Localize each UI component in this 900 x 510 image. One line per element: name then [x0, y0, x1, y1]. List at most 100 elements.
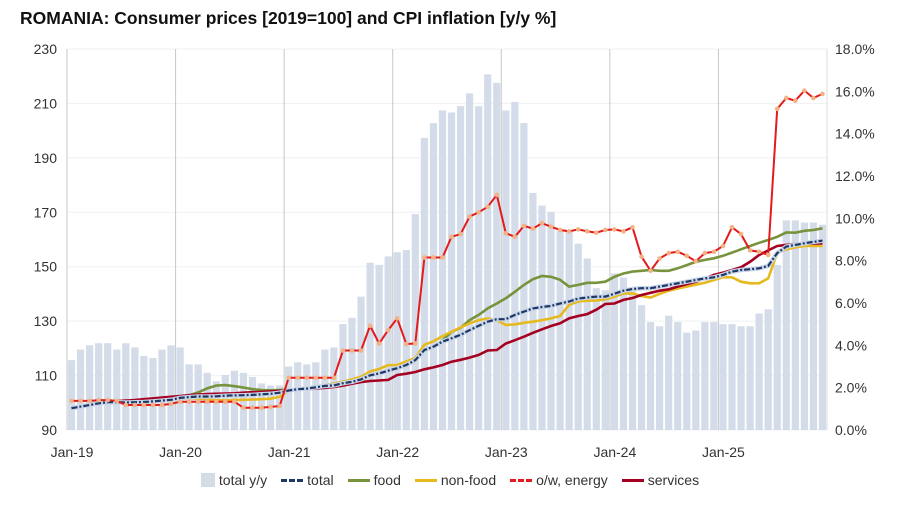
y-right-tick-label: 10.0%	[835, 210, 875, 226]
y-right-tick-label: 0.0%	[835, 422, 867, 438]
bar-total-yy	[475, 106, 483, 431]
bar-total-yy	[637, 305, 646, 430]
y-left-tick-label: 130	[34, 313, 58, 329]
bar-total-yy	[330, 347, 338, 430]
x-tick-label: Jan-19	[51, 444, 94, 460]
y-left-tick-label: 190	[34, 150, 58, 166]
legend-item-services: services	[621, 472, 699, 488]
legend: total y/y total food non-food o/w, energ…	[0, 472, 900, 488]
bar-total-yy	[728, 324, 736, 430]
legend-label: food	[373, 472, 401, 488]
marker-energy	[449, 234, 454, 240]
legend-item-total-yy: total y/y	[200, 472, 268, 488]
bar-total-yy	[411, 214, 419, 430]
bar-total-yy	[366, 262, 374, 430]
bar-total-yy	[348, 317, 356, 430]
marker-energy	[630, 224, 635, 230]
bar-total-yy	[158, 349, 166, 430]
marker-energy	[340, 348, 346, 353]
y-right-tick-label: 18.0%	[835, 41, 875, 57]
bar-total-yy	[773, 264, 781, 430]
x-tick-label: Jan-20	[159, 444, 202, 460]
marker-energy	[693, 258, 699, 264]
bar-total-yy	[601, 290, 609, 430]
bar-total-yy	[285, 366, 293, 430]
marker-energy	[177, 399, 183, 404]
marker-energy	[349, 348, 355, 353]
marker-energy	[684, 253, 690, 259]
legend-label: o/w, energy	[536, 472, 608, 488]
marker-energy	[440, 255, 445, 260]
marker-energy	[250, 405, 255, 410]
bar-total-yy	[520, 123, 528, 430]
marker-energy	[123, 402, 129, 408]
marker-energy	[141, 402, 147, 408]
legend-label: total y/y	[218, 472, 268, 488]
bar-total-yy	[619, 277, 628, 430]
marker-energy	[512, 234, 518, 240]
bar-total-yy	[122, 343, 130, 430]
marker-energy	[621, 229, 626, 234]
marker-energy	[87, 398, 92, 404]
marker-energy	[150, 402, 156, 408]
bar-total-yy	[447, 112, 456, 430]
chart-title: ROMANIA: Consumer prices [2019=100] and …	[20, 8, 557, 28]
bar-total-yy	[764, 309, 772, 430]
marker-energy	[96, 397, 101, 403]
bar-total-yy	[556, 231, 564, 430]
marker-energy	[213, 399, 219, 404]
marker-energy	[765, 252, 771, 258]
marker-energy	[657, 256, 662, 261]
marker-energy	[675, 249, 681, 255]
marker-energy	[204, 399, 210, 404]
marker-energy	[367, 323, 373, 329]
marker-energy	[259, 405, 264, 410]
legend-swatch-line	[621, 478, 644, 482]
line-total	[71, 239, 823, 410]
bar-total-yy	[502, 110, 510, 430]
legend-swatch-bar	[200, 473, 215, 487]
y-left-tick-label: 210	[34, 95, 58, 111]
marker-energy	[521, 223, 527, 229]
bar-total-yy	[683, 332, 691, 430]
bar-total-yy	[212, 381, 220, 430]
bar-total-yy	[737, 326, 745, 430]
bar-total-yy	[113, 349, 121, 430]
marker-energy	[774, 106, 780, 112]
bar-total-yy	[746, 326, 754, 430]
marker-energy	[413, 341, 418, 346]
y-right-tick-label: 8.0%	[835, 253, 867, 269]
y-left-tick-label: 150	[34, 259, 58, 275]
marker-energy	[639, 254, 644, 259]
bar-total-yy	[321, 349, 329, 430]
bar-total-yy	[628, 290, 637, 430]
marker-energy	[494, 192, 500, 198]
bar-total-yy	[493, 82, 501, 430]
bar-total-yy	[547, 211, 555, 430]
bar-total-yy	[402, 250, 410, 430]
marker-energy	[783, 95, 789, 101]
y-right-tick-label: 4.0%	[835, 337, 867, 353]
bar-total-yy	[294, 362, 302, 430]
legend-item-food: food	[347, 472, 401, 488]
marker-energy	[557, 227, 563, 233]
marker-energy	[322, 375, 328, 381]
marker-energy	[78, 398, 83, 404]
marker-energy	[811, 95, 816, 101]
legend-item-total: total	[281, 472, 334, 488]
bar-total-yy	[809, 222, 818, 430]
marker-energy	[584, 229, 590, 234]
y-left-tick-label: 170	[34, 204, 58, 220]
bar-total-yy	[782, 220, 790, 430]
bar-total-yy	[167, 345, 175, 430]
bar-total-yy	[574, 243, 582, 430]
bar-total-yy	[357, 296, 365, 430]
x-tick-label: Jan-25	[702, 444, 745, 460]
y-right-tick-label: 14.0%	[835, 126, 875, 142]
marker-energy	[195, 399, 201, 404]
marker-energy	[539, 220, 545, 226]
bar-total-yy	[248, 377, 257, 430]
marker-energy	[394, 316, 400, 321]
legend-label: total	[307, 472, 334, 488]
